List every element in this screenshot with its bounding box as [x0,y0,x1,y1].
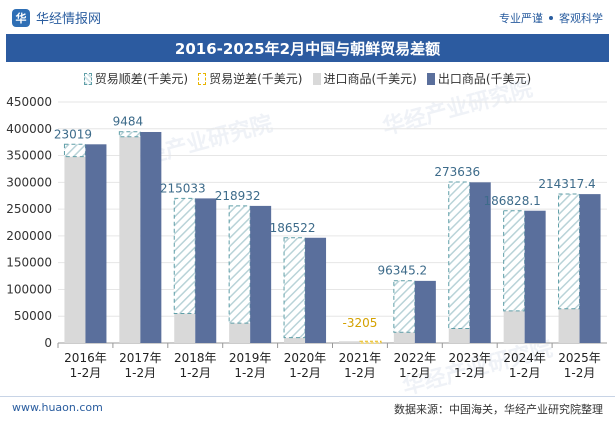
footer-website: www.huaon.com [12,401,103,414]
x-tick-label: 2019年 [229,351,272,365]
y-tick-label: 200000 [6,229,52,243]
surplus-bar [283,237,306,339]
import-bar [174,313,196,343]
surplus-bar [63,143,86,158]
x-tick-label: 1-2月 [344,366,376,380]
x-tick-label: 2022年 [394,351,437,365]
export-bar [195,198,217,343]
import-bar [338,341,360,343]
brand-name: 华经情报网 [36,12,102,27]
legend-item-import: 进口商品(千美元) [312,70,417,87]
x-tick-label: 1-2月 [289,366,321,380]
legend-label-export: 出口商品(千美元) [437,72,532,86]
x-tick-label: 2018年 [174,351,217,365]
footer-source: 数据来源：中国海关，华经产业研究院整理 [394,403,603,416]
x-tick-label: 2016年 [64,351,107,365]
x-tick-label: 1-2月 [125,366,157,380]
deficit-bar [359,340,382,344]
import-bar [393,332,415,343]
surplus-data-label: 9484 [113,115,144,129]
import-bar [229,323,251,343]
tagline-2: 客观科学 [559,12,603,25]
import-bar [448,328,470,343]
x-tick-label: 1-2月 [234,366,266,380]
export-bar [250,205,272,343]
export-bar [85,144,107,343]
surplus-data-label: 186828.1 [484,194,541,208]
surplus-data-label: 218932 [215,189,261,203]
x-tick-label: 1-2月 [454,366,486,380]
surplus-bar [558,193,581,310]
x-tick-label: 2021年 [339,351,382,365]
import-bar [119,136,141,343]
export-bar [305,237,327,343]
tagline-1: 专业严谨 [499,12,543,25]
x-tick-label: 1-2月 [179,366,211,380]
import-bar [64,156,86,343]
x-tick-label: 2017年 [119,351,162,365]
x-tick-label: 2020年 [284,351,327,365]
surplus-bar [503,210,526,312]
import-bar [284,337,306,343]
tagline: 专业严谨 客观科学 [499,10,603,26]
surplus-bar [173,197,196,315]
y-tick-label: 0 [44,336,52,350]
x-tick-label: 1-2月 [70,366,102,380]
x-tick-label: 2025年 [558,351,601,365]
deficit-data-label: -3205 [343,316,378,330]
export-bar [469,182,491,343]
x-tick-label: 1-2月 [399,366,431,380]
legend-label-import: 进口商品(千美元) [323,72,417,86]
surplus-data-label: 186522 [270,221,316,235]
surplus-data-label: 96345.2 [378,264,428,278]
y-tick-label: 250000 [6,202,52,216]
y-tick-label: 300000 [6,175,52,189]
export-bar [414,280,436,343]
surplus-data-label: 214317.4 [538,177,595,191]
legend-label-deficit: 贸易逆差(千美元) [209,72,303,86]
legend-item-deficit: 贸易逆差(千美元) [198,70,303,87]
surplus-data-label: 273636 [434,165,480,179]
title-bar: 2016-2025年2月中国与朝鲜贸易差额 [6,34,609,62]
surplus-bar [393,280,416,333]
y-tick-label: 100000 [6,282,52,296]
chart-title: 2016-2025年2月中国与朝鲜贸易差额 [174,39,441,58]
brand-logo: 华 [12,8,30,27]
brand: 华 华经情报网 [12,8,101,27]
separator-dot-icon [549,16,553,20]
chart-svg: 0 50000 100000 150000 200000 250000 300000 3500… [6,95,607,380]
x-tick-label: 1-2月 [509,366,541,380]
y-tick-label: 50000 [14,309,52,323]
import-bar [503,310,525,343]
legend-swatch-surplus [83,72,92,85]
legend-item-export: 出口商品(千美元) [426,70,532,87]
surplus-data-label: 23019 [54,127,92,141]
footer: www.huaon.com 数据来源：中国海关，华经产业研究院整理 [0,396,615,421]
legend-swatch-export [426,72,435,85]
legend-label-surplus: 贸易顺差(千美元) [94,72,189,86]
y-tick-label: 400000 [6,122,52,136]
top-bar: 华 华经情报网 专业严谨 客观科学 [0,0,615,34]
y-tick-label: 350000 [6,149,52,163]
export-bar [140,131,162,343]
surplus-data-label: 215033 [160,181,206,195]
brand-logo-text: 华 [15,11,27,25]
legend-swatch-import [312,72,321,85]
legend: 贸易顺差(千美元) 贸易逆差(千美元) 进口商品(千美元) 出口商品(千美元) [0,70,615,87]
export-bar [579,194,601,343]
surplus-bar [448,181,471,330]
surplus-bar [118,131,141,138]
import-bar [558,308,580,343]
export-bar [524,210,546,343]
x-tick-label: 1-2月 [564,366,596,380]
y-tick-label: 450000 [6,95,52,109]
x-tick-label: 2024年 [503,351,546,365]
x-tick-label: 2023年 [448,351,491,365]
legend-swatch-deficit [198,72,207,85]
legend-item-surplus: 贸易顺差(千美元) [83,70,189,87]
surplus-bar [228,205,251,324]
y-tick-label: 150000 [6,256,52,270]
